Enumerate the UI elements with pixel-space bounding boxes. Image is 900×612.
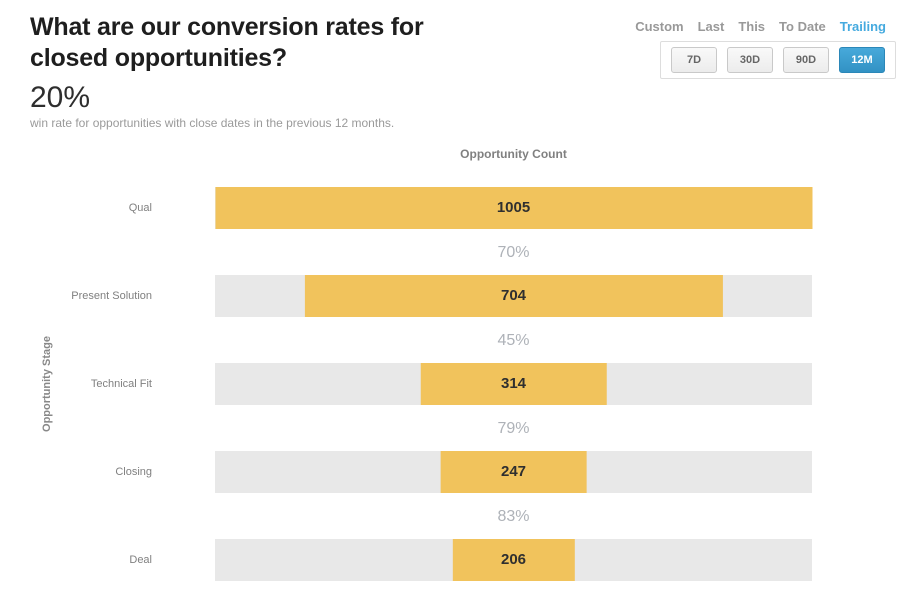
funnel-bar-present-solution[interactable] xyxy=(304,275,723,317)
funnel-value-qual: 1005 xyxy=(496,199,531,216)
range-button-30d[interactable]: 30D xyxy=(727,47,773,73)
range-button-90d[interactable]: 90D xyxy=(783,47,829,73)
stage-label-qual: Qual xyxy=(128,202,152,214)
stage-label-present-solution: Present Solution xyxy=(71,290,152,302)
funnel-value-present-solution: 704 xyxy=(500,287,527,304)
funnel-row-closing: 247 xyxy=(215,451,812,493)
range-button-12m[interactable]: 12M xyxy=(839,47,885,73)
tab-custom[interactable]: Custom xyxy=(635,19,684,34)
win-rate-stat: 20% xyxy=(30,81,91,114)
card-title-line2: closed opportunities? xyxy=(30,44,287,72)
funnel-bar-technical-fit[interactable] xyxy=(420,363,607,405)
funnel-bar-closing[interactable] xyxy=(440,451,587,493)
funnel-value-closing: 247 xyxy=(500,463,527,480)
funnel-value-technical-fit: 314 xyxy=(500,375,527,392)
tab-last[interactable]: Last xyxy=(697,19,725,34)
card-title: What are our conversion rates for closed … xyxy=(30,12,424,74)
conversion-rate-3: 79% xyxy=(497,420,530,437)
funnel-row-present-solution: 704 xyxy=(215,275,812,317)
range-button-7d[interactable]: 7D xyxy=(671,47,717,73)
stage-label-closing: Closing xyxy=(115,466,152,478)
stage-label-technical-fit: Technical Fit xyxy=(90,378,152,390)
funnel-row-deal: 206 xyxy=(215,539,812,581)
conversion-rate-4: 83% xyxy=(497,508,530,525)
period-tabs: Custom Last This To Date Trailing xyxy=(635,19,886,34)
tab-trailing[interactable]: Trailing xyxy=(839,19,886,34)
tab-to-date[interactable]: To Date xyxy=(779,19,826,34)
funnel-bar-qual[interactable] xyxy=(215,187,812,229)
chart-title: Opportunity Count xyxy=(460,147,567,161)
conversion-rate-2: 45% xyxy=(497,332,530,349)
card-title-line1: What are our conversion rates for xyxy=(30,13,424,41)
funnel-bar-deal[interactable] xyxy=(452,539,575,581)
win-rate-description: win rate for opportunities with close da… xyxy=(30,116,395,130)
funnel-value-deal: 206 xyxy=(500,551,527,568)
funnel-row-qual: 1005 xyxy=(215,187,812,229)
conversion-rate-1: 70% xyxy=(497,244,530,261)
stage-label-deal: Deal xyxy=(129,554,152,566)
funnel-row-technical-fit: 314 xyxy=(215,363,812,405)
range-buttons: 7D 30D 90D 12M xyxy=(660,41,896,79)
tab-this[interactable]: This xyxy=(738,19,766,34)
